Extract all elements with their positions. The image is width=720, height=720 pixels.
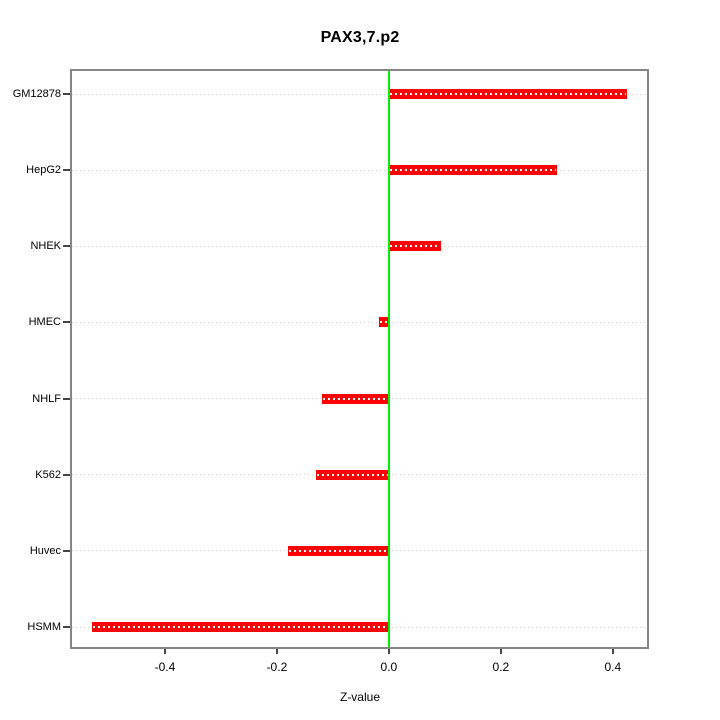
- y-axis-label-gm12878: GM12878: [12, 88, 61, 100]
- x-tick-0.4: [611, 647, 614, 654]
- bar-center-dash: [322, 397, 388, 400]
- x-tick-0.0: [387, 647, 390, 654]
- x-tick-label-0.2: 0.2: [492, 660, 510, 674]
- y-axis-label-hsmm: HSMM: [27, 621, 61, 633]
- bar-center-dash: [389, 245, 440, 248]
- y-axis-label-nhek: NHEK: [30, 240, 61, 253]
- x-tick-label--0.2: -0.2: [266, 660, 288, 674]
- x-tick--0.4: [163, 647, 166, 654]
- bar-center-dash: [317, 473, 388, 476]
- x-tick--0.2: [275, 647, 278, 654]
- y-tick-k562: [63, 473, 71, 476]
- bar-hepg2: [388, 165, 557, 176]
- y-axis-label-hmec: HMEC: [28, 316, 61, 329]
- bar-center-dash: [389, 93, 626, 95]
- y-tick-hmec: [63, 321, 71, 324]
- bar-center-dash: [389, 169, 556, 172]
- gridline-nhek: [72, 245, 647, 247]
- gridline-gm12878: [72, 93, 647, 95]
- bar-center-dash: [93, 626, 388, 628]
- bar-hmec: [378, 317, 389, 328]
- y-tick-gm12878: [63, 93, 71, 95]
- bar-huvec: [288, 545, 389, 556]
- bar-gm12878: [388, 89, 627, 99]
- chart-title: PAX3,7.p2: [320, 29, 400, 46]
- y-axis-label-huvec: Huvec: [29, 544, 61, 557]
- y-axis-label-hepg2: HepG2: [26, 164, 61, 177]
- bar-nhek: [388, 241, 441, 252]
- y-axis-label-k562: K562: [35, 468, 61, 481]
- bar-k562: [316, 469, 389, 480]
- bar-center-dash: [379, 321, 388, 324]
- y-tick-nhlf: [63, 397, 71, 400]
- gridline-hmec: [72, 321, 647, 323]
- y-tick-huvec: [63, 549, 71, 552]
- x-axis-title: Z-value: [339, 690, 380, 704]
- x-tick-label--0.4: -0.4: [154, 660, 176, 674]
- zero-reference-line: [387, 71, 390, 647]
- x-tick-0.2: [499, 647, 502, 654]
- bar-center-dash: [289, 549, 388, 552]
- y-axis-label-nhlf: NHLF: [32, 392, 61, 405]
- x-tick-label-0.4: 0.4: [604, 660, 622, 674]
- y-tick-hepg2: [63, 169, 71, 172]
- bar-nhlf: [321, 393, 389, 404]
- x-tick-label-0.0: 0.0: [380, 660, 398, 674]
- bar-hsmm: [92, 622, 389, 632]
- y-tick-nhek: [63, 245, 71, 248]
- gridline-hepg2: [72, 169, 647, 171]
- y-tick-hsmm: [63, 626, 71, 628]
